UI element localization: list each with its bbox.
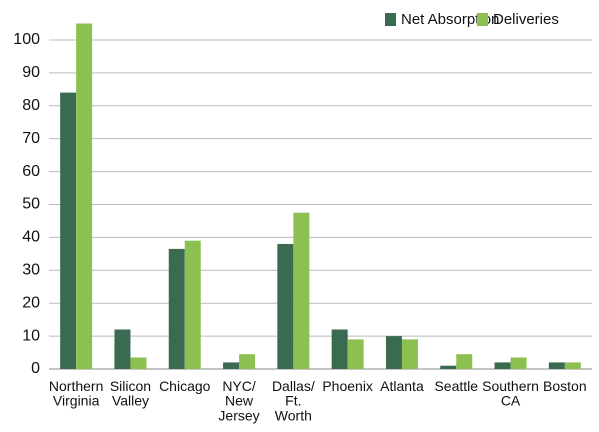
y-tick-label: 20 [22, 294, 40, 311]
bar [440, 365, 457, 369]
x-tick-label: Northern Virginia [49, 378, 103, 409]
bar [184, 240, 201, 369]
y-tick-label: 40 [22, 229, 40, 246]
bar [293, 212, 310, 369]
bar [548, 362, 565, 369]
legend-swatch [477, 13, 488, 26]
y-tick-label: 60 [22, 163, 40, 180]
bar [168, 248, 185, 369]
y-tick-label: 90 [22, 64, 40, 81]
legend-label: Net Absorption [401, 11, 499, 28]
bar [331, 329, 348, 369]
x-tick-label: Atlanta [380, 378, 424, 394]
y-tick-label: 10 [22, 327, 40, 344]
bar [510, 357, 527, 369]
bar [494, 362, 511, 369]
bar [114, 329, 131, 369]
bar [456, 354, 473, 369]
y-tick-label: 50 [22, 196, 40, 213]
bar [277, 243, 294, 369]
x-tick-label: NYC/New Jersey [218, 378, 259, 423]
bar [564, 362, 581, 369]
x-tick-label: Seattle [434, 378, 478, 394]
bar [401, 339, 418, 369]
y-tick-label: 80 [22, 97, 40, 114]
bar [76, 23, 93, 369]
x-tick-label: Boston [543, 378, 587, 394]
x-tick-label: Phoenix [322, 378, 373, 394]
y-tick-label: 0 [31, 360, 40, 377]
bar [385, 336, 402, 369]
bar [223, 362, 240, 369]
y-tick-label: 30 [22, 262, 40, 279]
bar [239, 354, 256, 369]
legend-label: Deliveries [493, 11, 559, 28]
x-tick-label: Silicon Valley [110, 378, 151, 409]
bar [347, 339, 364, 369]
x-tick-label: Dallas/Ft. Worth [272, 378, 315, 423]
y-tick-label: 100 [13, 31, 40, 48]
bar [60, 92, 77, 369]
x-tick-label: Southern CA [482, 378, 539, 409]
y-tick-label: 70 [22, 130, 40, 147]
bar [130, 357, 147, 369]
x-tick-label: Chicago [159, 378, 211, 394]
legend-swatch [385, 13, 396, 26]
